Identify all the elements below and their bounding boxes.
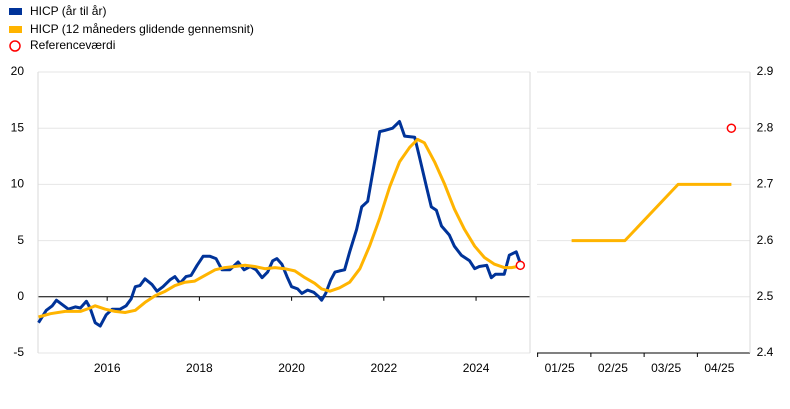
x-tick-label: 01/25	[545, 361, 575, 375]
legend-swatch	[9, 8, 22, 15]
reference-marker	[515, 260, 526, 271]
legend-swatch	[9, 26, 22, 33]
legend-label: HICP (år til år)	[30, 4, 106, 18]
series-line	[38, 137, 518, 319]
x-tick-label: 02/25	[598, 361, 628, 375]
legend-label: HICP (12 måneders glidende gennemsnit)	[30, 22, 254, 36]
series-line	[37, 120, 522, 328]
y-tick-label: 2.4	[757, 345, 774, 359]
x-tick-label: 2018	[186, 361, 213, 375]
y-tick-label: 2.7	[757, 177, 774, 191]
x-tick-label: 2022	[370, 361, 397, 375]
y-tick-label: 15	[11, 120, 25, 134]
x-tick-label: 2024	[463, 361, 490, 375]
y-tick-label: 5	[17, 233, 24, 247]
y-tick-label: 20	[11, 64, 25, 78]
y-tick-label: 2.8	[757, 120, 774, 134]
y-tick-label: -5	[13, 345, 24, 359]
x-tick-label: 2020	[278, 361, 305, 375]
y-tick-label: 10	[11, 177, 25, 191]
legend-label: Referenceværdi	[30, 38, 115, 52]
y-tick-label: 0	[17, 289, 24, 303]
x-tick-label: 03/25	[651, 361, 681, 375]
legend-swatch	[9, 40, 21, 52]
y-tick-label: 2.6	[757, 233, 774, 247]
y-tick-label: 2.5	[757, 289, 774, 303]
series-line	[571, 182, 732, 243]
y-tick-label: 2.9	[757, 64, 774, 78]
x-tick-label: 04/25	[704, 361, 734, 375]
x-tick-label: 2016	[94, 361, 121, 375]
reference-marker	[726, 123, 737, 133]
